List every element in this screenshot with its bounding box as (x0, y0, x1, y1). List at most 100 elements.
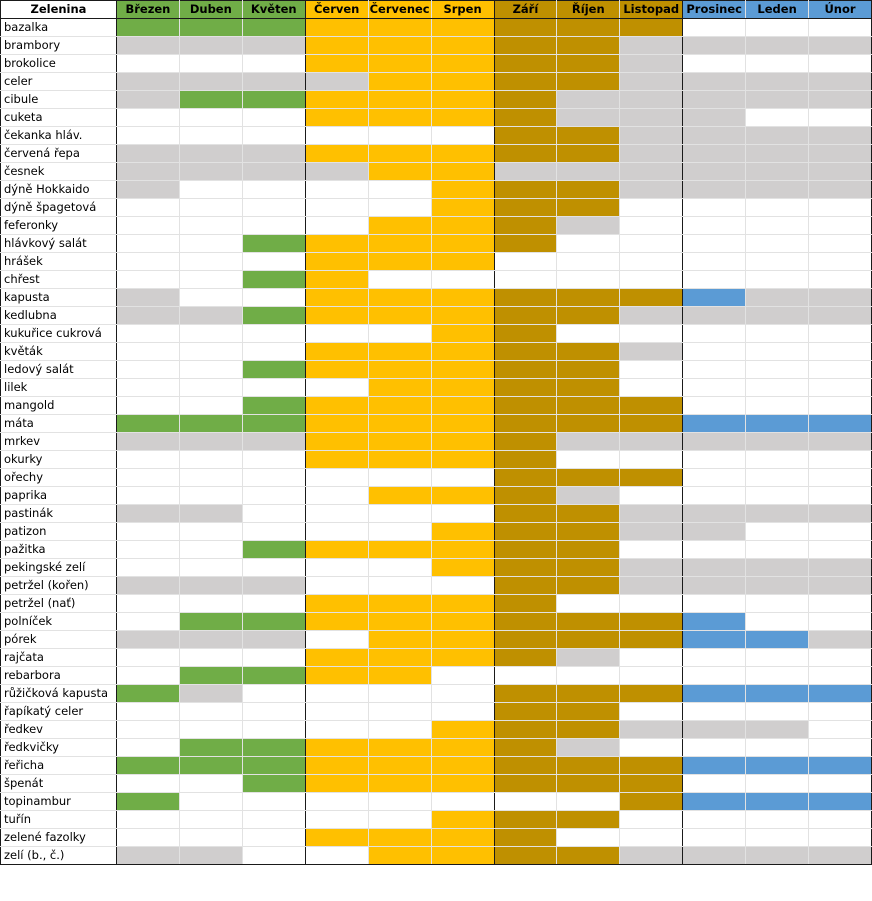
month-cell[interactable] (745, 270, 810, 289)
month-cell[interactable] (619, 180, 684, 199)
month-cell[interactable] (556, 612, 621, 631)
month-cell[interactable] (179, 558, 243, 577)
vegetable-name-cell[interactable]: špenát (0, 774, 117, 793)
month-cell[interactable] (619, 324, 684, 343)
month-cell[interactable] (556, 666, 621, 685)
vegetable-name-cell[interactable]: dýně špagetová (0, 198, 117, 217)
month-cell[interactable] (431, 54, 495, 73)
month-cell[interactable] (494, 594, 558, 613)
month-cell[interactable] (619, 792, 684, 811)
month-cell[interactable] (682, 270, 747, 289)
month-cell[interactable] (745, 432, 810, 451)
month-cell[interactable] (116, 846, 180, 865)
month-cell[interactable] (368, 54, 432, 73)
month-cell[interactable] (179, 738, 243, 757)
vegetable-name-cell[interactable]: cuketa (0, 108, 117, 127)
month-cell[interactable] (494, 504, 558, 523)
month-cell[interactable] (368, 522, 432, 541)
vegetable-name-cell[interactable]: pekingské zelí (0, 558, 117, 577)
month-cell[interactable] (808, 504, 872, 523)
month-cell[interactable] (556, 378, 621, 397)
month-cell[interactable] (745, 72, 810, 91)
month-cell[interactable] (619, 756, 684, 775)
month-cell[interactable] (745, 522, 810, 541)
vegetable-name-cell[interactable]: tuřín (0, 810, 117, 829)
month-cell[interactable] (242, 450, 306, 469)
vegetable-name-cell[interactable]: ředkvičky (0, 738, 117, 757)
month-cell[interactable] (305, 450, 369, 469)
month-cell[interactable] (431, 252, 495, 271)
month-cell[interactable] (745, 558, 810, 577)
month-cell[interactable] (556, 162, 621, 181)
month-cell[interactable] (368, 234, 432, 253)
month-cell[interactable] (179, 162, 243, 181)
month-cell[interactable] (305, 90, 369, 109)
month-cell[interactable] (305, 594, 369, 613)
month-cell[interactable] (745, 756, 810, 775)
month-cell[interactable] (116, 270, 180, 289)
month-cell[interactable] (808, 828, 872, 847)
month-cell[interactable] (368, 432, 432, 451)
month-cell[interactable] (368, 504, 432, 523)
vegetable-name-cell[interactable]: čekanka hláv. (0, 126, 117, 145)
month-cell[interactable] (745, 306, 810, 325)
month-cell[interactable] (745, 216, 810, 235)
month-cell[interactable] (808, 648, 872, 667)
month-cell[interactable] (116, 756, 180, 775)
month-cell[interactable] (682, 468, 747, 487)
month-cell[interactable] (619, 252, 684, 271)
month-cell[interactable] (116, 522, 180, 541)
month-cell[interactable] (808, 216, 872, 235)
month-cell[interactable] (619, 720, 684, 739)
month-cell[interactable] (179, 846, 243, 865)
month-cell[interactable] (745, 450, 810, 469)
vegetable-name-cell[interactable]: brambory (0, 36, 117, 55)
month-cell[interactable] (682, 198, 747, 217)
month-cell[interactable] (494, 108, 558, 127)
month-cell[interactable] (368, 342, 432, 361)
month-header[interactable]: Duben (179, 0, 243, 19)
month-cell[interactable] (179, 36, 243, 55)
month-cell[interactable] (494, 18, 558, 37)
month-cell[interactable] (556, 648, 621, 667)
month-cell[interactable] (179, 108, 243, 127)
month-cell[interactable] (179, 774, 243, 793)
vegetable-name-cell[interactable]: rajčata (0, 648, 117, 667)
month-cell[interactable] (556, 180, 621, 199)
month-cell[interactable] (682, 396, 747, 415)
month-cell[interactable] (808, 594, 872, 613)
vegetable-name-cell[interactable]: cibule (0, 90, 117, 109)
month-cell[interactable] (179, 792, 243, 811)
month-cell[interactable] (368, 558, 432, 577)
month-cell[interactable] (305, 324, 369, 343)
month-cell[interactable] (494, 846, 558, 865)
month-cell[interactable] (242, 324, 306, 343)
month-cell[interactable] (682, 630, 747, 649)
month-cell[interactable] (431, 72, 495, 91)
month-cell[interactable] (556, 72, 621, 91)
vegetable-name-cell[interactable]: hrášek (0, 252, 117, 271)
month-cell[interactable] (619, 666, 684, 685)
month-cell[interactable] (116, 378, 180, 397)
month-cell[interactable] (808, 162, 872, 181)
month-cell[interactable] (431, 180, 495, 199)
month-cell[interactable] (556, 216, 621, 235)
month-cell[interactable] (808, 198, 872, 217)
month-cell[interactable] (368, 846, 432, 865)
month-cell[interactable] (745, 846, 810, 865)
month-cell[interactable] (179, 198, 243, 217)
month-cell[interactable] (808, 630, 872, 649)
month-cell[interactable] (682, 18, 747, 37)
month-cell[interactable] (242, 702, 306, 721)
month-cell[interactable] (179, 216, 243, 235)
month-cell[interactable] (745, 90, 810, 109)
month-cell[interactable] (305, 234, 369, 253)
month-cell[interactable] (116, 702, 180, 721)
month-cell[interactable] (368, 756, 432, 775)
month-cell[interactable] (179, 504, 243, 523)
month-cell[interactable] (305, 54, 369, 73)
month-cell[interactable] (431, 324, 495, 343)
month-cell[interactable] (494, 684, 558, 703)
vegetable-name-cell[interactable]: mrkev (0, 432, 117, 451)
month-cell[interactable] (682, 72, 747, 91)
